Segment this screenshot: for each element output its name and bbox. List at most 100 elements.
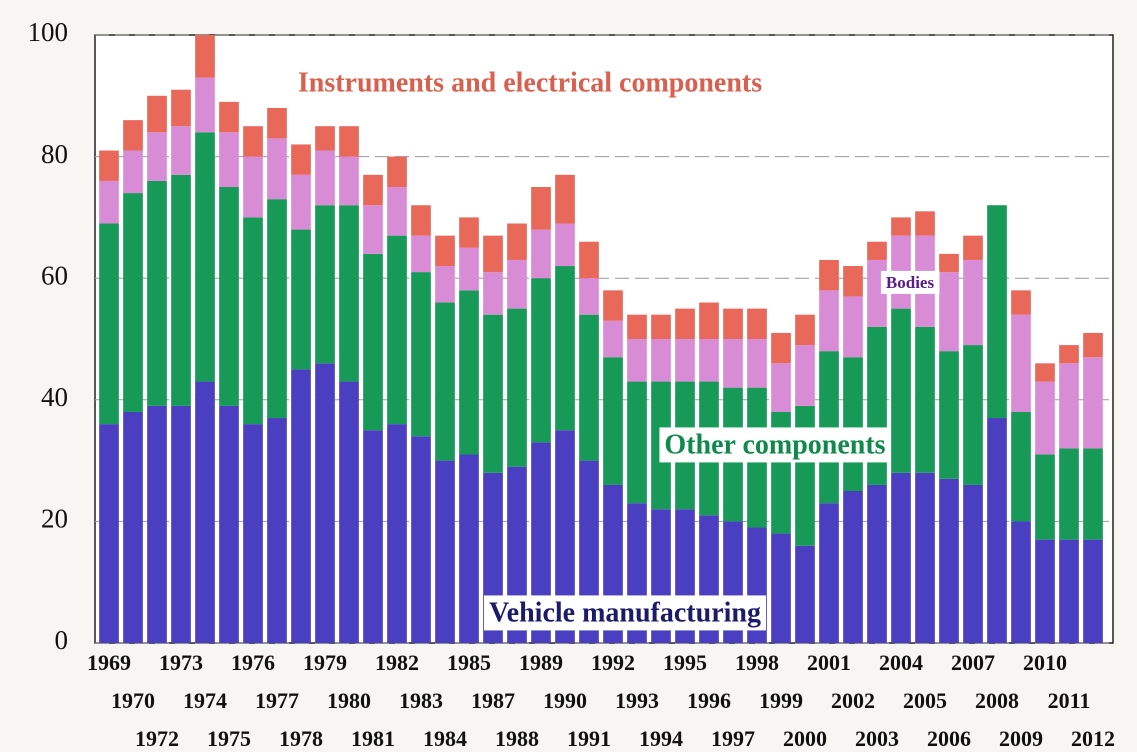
x-tick-label: 1974 <box>183 688 227 713</box>
x-tick-label: 1982 <box>375 650 419 675</box>
bar-segment <box>195 35 215 78</box>
bar-segment <box>627 339 647 382</box>
bar-segment <box>171 405 191 643</box>
x-tick-label: 1979 <box>303 650 347 675</box>
series-annotation: Vehicle manufacturing <box>489 597 761 628</box>
bar-segment <box>699 339 719 382</box>
bar-segment <box>843 357 863 491</box>
bar-segment <box>291 174 311 230</box>
x-tick-label: 1997 <box>711 726 755 751</box>
x-tick-label: 2000 <box>783 726 827 751</box>
series-annotation: Instruments and electrical components <box>298 67 762 98</box>
bar-segment <box>243 217 263 425</box>
x-tick-label: 2006 <box>927 726 971 751</box>
y-tick-label: 80 <box>41 139 68 169</box>
bar-segment <box>915 211 935 236</box>
bar-segment <box>1083 357 1103 449</box>
bar-segment <box>435 235 455 267</box>
bar-segment <box>459 454 479 643</box>
bar-segment <box>315 126 335 151</box>
bar-segment <box>147 405 167 643</box>
bar-segment <box>603 357 623 485</box>
annotation-box <box>880 270 940 294</box>
bar-segment <box>339 205 359 382</box>
bar-segment <box>579 241 599 279</box>
x-tick-label: 2001 <box>807 650 851 675</box>
bar-segment <box>843 491 863 643</box>
bar-segment <box>267 199 287 419</box>
bar-segment <box>99 150 119 181</box>
bar-segment <box>219 187 239 406</box>
bar-segment <box>243 156 263 218</box>
x-tick-label: 1993 <box>615 688 659 713</box>
x-tick-label: 1977 <box>255 688 299 713</box>
x-tick-label: 2011 <box>1048 688 1091 713</box>
x-tick-label: 2003 <box>855 726 899 751</box>
bar-segment <box>555 223 575 267</box>
y-tick-label: 60 <box>41 260 68 290</box>
bar-segment <box>387 235 407 425</box>
bar-segment <box>291 144 311 175</box>
bar-segment <box>435 266 455 303</box>
x-tick-label: 1987 <box>471 688 515 713</box>
bar-segment <box>555 174 575 224</box>
bar-segment <box>291 369 311 643</box>
bar-segment <box>531 442 551 643</box>
bar-segment <box>387 424 407 643</box>
bar-segment <box>339 156 359 206</box>
x-tick-label: 1981 <box>351 726 395 751</box>
series-annotation: Bodies <box>886 273 935 292</box>
bar-segment <box>771 533 791 643</box>
bar-segment <box>507 223 527 260</box>
bar-segment <box>795 314 815 346</box>
bar-segment <box>363 174 383 206</box>
x-tick-label: 1990 <box>543 688 587 713</box>
bar-segment <box>987 205 1007 419</box>
bar-segment <box>219 101 239 133</box>
bar-segment <box>99 424 119 643</box>
x-tick-label: 1969 <box>87 650 131 675</box>
bar-segment <box>579 314 599 461</box>
x-tick-label: 1988 <box>495 726 539 751</box>
bar-segment <box>171 126 191 175</box>
bar-segment <box>99 223 119 425</box>
bar-segment <box>1083 539 1103 643</box>
bar-segment <box>651 314 671 339</box>
x-tick-label: 1996 <box>687 688 731 713</box>
bar-segment <box>939 272 959 352</box>
x-tick-label: 1989 <box>519 650 563 675</box>
bar-segment <box>171 89 191 127</box>
bar-segment <box>123 150 143 194</box>
x-tick-label: 2008 <box>975 688 1019 713</box>
x-tick-label: 1991 <box>567 726 611 751</box>
bar-segment <box>1011 411 1031 522</box>
series-annotation: Other components <box>664 429 885 460</box>
bar-segment <box>387 156 407 187</box>
bar-segment <box>123 120 143 151</box>
x-tick-label: 1978 <box>279 726 323 751</box>
bar-segment <box>843 296 863 358</box>
bar-segment <box>699 302 719 339</box>
y-tick-label: 40 <box>41 382 68 412</box>
bar-segment <box>339 126 359 157</box>
bar-segment <box>195 381 215 643</box>
bar-segment <box>435 460 455 643</box>
bar-segment <box>675 339 695 382</box>
x-tick-label: 2009 <box>999 726 1043 751</box>
bar-segment <box>795 405 815 546</box>
bar-segment <box>99 180 119 224</box>
bar-segment <box>243 424 263 643</box>
bar-segment <box>1083 448 1103 540</box>
x-tick-label: 1995 <box>663 650 707 675</box>
x-tick-label: 1984 <box>423 726 467 751</box>
bar-segment <box>795 345 815 406</box>
bar-segment <box>243 126 263 157</box>
bar-segment <box>171 174 191 406</box>
bar-segment <box>363 430 383 643</box>
bar-segment <box>507 308 527 467</box>
bar-segment <box>315 150 335 206</box>
annotation-box <box>484 595 766 631</box>
x-tick-label: 1970 <box>111 688 155 713</box>
bar-segment <box>963 235 983 260</box>
